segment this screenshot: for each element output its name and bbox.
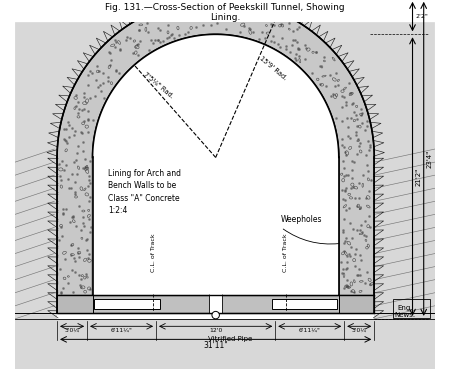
Text: 3'0¼: 3'0¼ <box>65 328 80 333</box>
Bar <box>339 295 374 313</box>
Bar <box>57 295 93 313</box>
Bar <box>209 293 222 313</box>
Title: Fig. 131.—Cross-Section of Peekskill Tunnel, Showing
Lining.: Fig. 131.—Cross-Section of Peekskill Tun… <box>105 3 345 22</box>
Polygon shape <box>15 150 57 319</box>
Text: Lining for Arch and
Bench Walls to be
Class "A" Concrete
1:2:4: Lining for Arch and Bench Walls to be Cl… <box>108 169 181 215</box>
Text: C.L. of Track: C.L. of Track <box>283 234 288 272</box>
Text: 6'11¼": 6'11¼" <box>299 328 321 333</box>
Text: 7'5⅛" Rad.: 7'5⅛" Rad. <box>142 71 174 99</box>
Text: Vitrified Pipe: Vitrified Pipe <box>207 336 252 341</box>
Text: Weepholes: Weepholes <box>281 215 323 224</box>
Polygon shape <box>374 150 435 319</box>
Text: 31'11": 31'11" <box>203 341 228 350</box>
Polygon shape <box>15 0 435 157</box>
Text: C.L. of Track: C.L. of Track <box>151 234 156 272</box>
Polygon shape <box>57 0 374 313</box>
Bar <box>57 295 374 313</box>
Polygon shape <box>93 34 339 295</box>
Text: 21'2": 21'2" <box>415 167 421 186</box>
Text: 23'4": 23'4" <box>427 150 432 168</box>
Text: Eng.
News.: Eng. News. <box>395 305 416 318</box>
Bar <box>393 299 430 318</box>
Circle shape <box>212 311 220 319</box>
Bar <box>272 299 337 309</box>
Text: 6'11¼": 6'11¼" <box>111 328 132 333</box>
Text: 15'9' Rad.: 15'9' Rad. <box>258 55 288 81</box>
Text: 2'2": 2'2" <box>415 14 428 19</box>
Bar <box>15 319 435 369</box>
Text: 3'0¼: 3'0¼ <box>352 328 367 333</box>
Bar <box>94 299 160 309</box>
Text: 12'0: 12'0 <box>209 328 222 333</box>
